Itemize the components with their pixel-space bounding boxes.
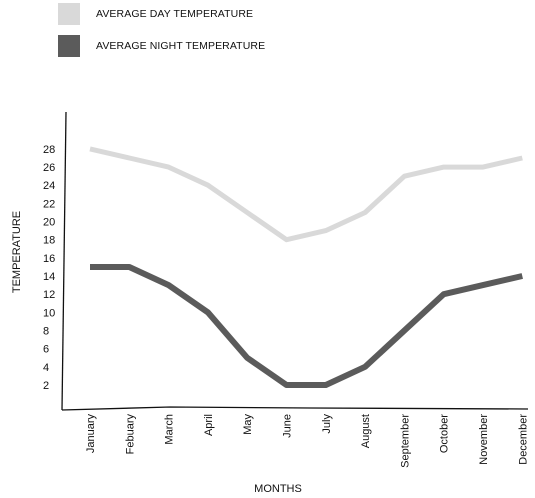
x-tick-label: April — [203, 414, 215, 436]
y-tick-label: 6 — [43, 344, 49, 356]
series-lines — [89, 146, 523, 388]
legend-swatch-day — [58, 3, 80, 25]
x-tick-label: August — [360, 414, 372, 448]
y-tick-label: 8 — [43, 326, 49, 338]
x-tick-label: September — [399, 414, 411, 468]
y-tick-label: 2 — [43, 380, 49, 392]
y-tick-label: 22 — [43, 198, 55, 210]
x-tick-label: October — [439, 414, 451, 453]
y-tick-label: 4 — [43, 362, 49, 374]
chart-axes — [61, 111, 529, 411]
y-tick-label: 26 — [43, 162, 55, 174]
x-tick-label: December — [517, 414, 529, 465]
legend-label-day: AVERAGE DAY TEMPERATURE — [96, 8, 254, 20]
legend-label-night: AVERAGE NIGHT TEMPERATURE — [96, 40, 266, 52]
series-line-night — [90, 264, 523, 388]
series-line-day — [89, 146, 523, 243]
y-tick-label: 14 — [43, 271, 55, 283]
legend-item-day: AVERAGE DAY TEMPERATURE — [58, 3, 253, 25]
y-tick-label: 20 — [43, 217, 55, 229]
y-axis-line — [61, 111, 67, 411]
x-tick-label: May — [242, 414, 254, 435]
legend-item-night: AVERAGE NIGHT TEMPERATURE — [58, 35, 265, 57]
y-tick-label: 18 — [43, 235, 55, 247]
x-tick-label: March — [164, 414, 176, 445]
y-tick-label: 24 — [43, 180, 55, 192]
x-tick-label: November — [478, 414, 490, 465]
y-tick-label: 10 — [43, 307, 55, 319]
x-tick-label: July — [321, 414, 333, 434]
x-tick-label: June — [282, 414, 294, 438]
x-tick-label: Febuary — [124, 414, 136, 455]
legend-swatch-night — [58, 35, 80, 57]
y-axis-label: TEMPERATURE — [11, 211, 23, 293]
y-tick-label: 16 — [43, 253, 55, 265]
x-tick-labels: January Febuary March April May June July Augus… — [85, 414, 529, 468]
x-axis-line — [61, 406, 529, 411]
x-tick-label: January — [85, 414, 97, 454]
y-tick-label: 12 — [43, 289, 55, 301]
y-tick-label: 28 — [43, 144, 55, 156]
x-axis-label: MONTHS — [254, 483, 302, 495]
